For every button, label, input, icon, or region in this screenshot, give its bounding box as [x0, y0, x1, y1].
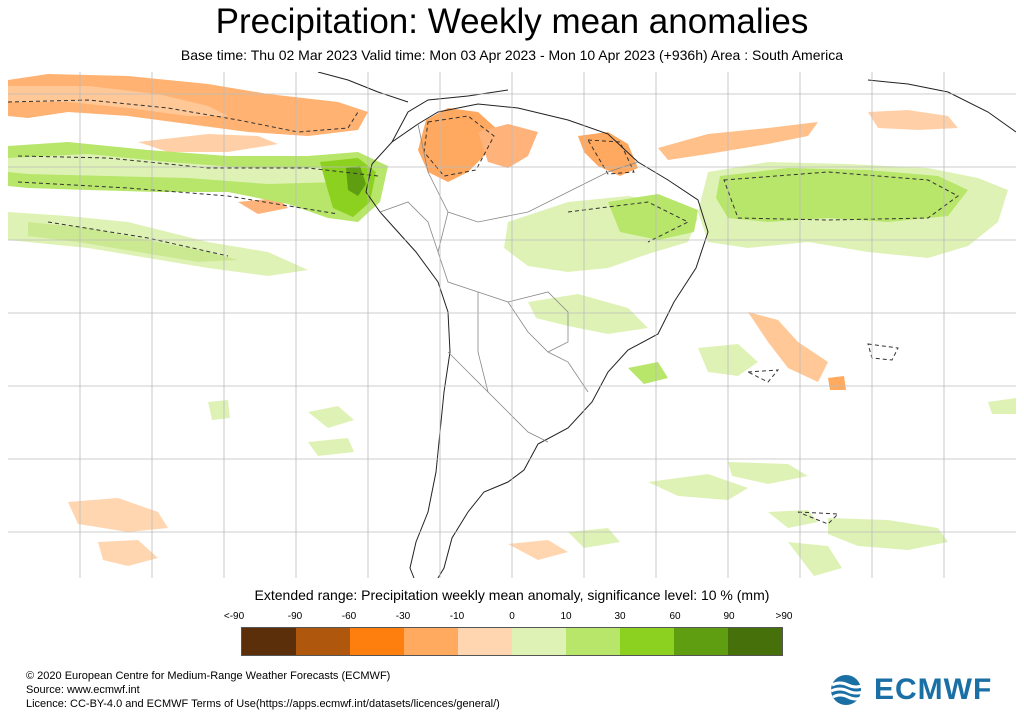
colorbar-segment — [404, 628, 458, 655]
colorbar-segment — [458, 628, 512, 655]
colorbar-tick: -60 — [341, 611, 357, 622]
colorbar-segment — [296, 628, 350, 655]
country-borders — [379, 123, 639, 443]
map-gridlines — [8, 72, 1016, 578]
colorbar-segment — [566, 628, 620, 655]
colorbar-segment — [350, 628, 404, 655]
colorbar-tick: 10 — [560, 611, 572, 622]
colorbar-segment — [512, 628, 566, 655]
precipitation-map — [7, 71, 1017, 579]
colorbar-tick: 0 — [509, 611, 515, 622]
colorbar-tick: -30 — [395, 611, 411, 622]
wet-anomaly-areas — [8, 142, 1016, 576]
colorbar-segment — [674, 628, 728, 655]
colorbar-tick: -10 — [449, 611, 465, 622]
footer: © 2020 European Centre for Medium-Range … — [26, 669, 500, 711]
colorbar-tick: 60 — [669, 611, 681, 622]
colorbar-tick: <-90 — [223, 611, 245, 622]
ecmwf-logo: ECMWF — [828, 672, 992, 708]
colorbar-tick: 90 — [723, 611, 735, 622]
legend-title: Extended range: Precipitation weekly mea… — [254, 587, 770, 603]
colorbar-segment — [620, 628, 674, 655]
colorbar-ticks: <-90 -90 -60 -30 -10 0 10 30 60 90 >90 — [214, 610, 810, 624]
dry-anomaly-areas — [8, 74, 958, 566]
colorbar-segment — [728, 628, 782, 655]
colorbar-tick: 30 — [614, 611, 626, 622]
page-title: Precipitation: Weekly mean anomalies — [215, 2, 809, 41]
colorbar-segment — [242, 628, 296, 655]
licence-text: Licence: CC-BY-4.0 and ECMWF Terms of Us… — [26, 698, 500, 710]
colorbar-tick: >90 — [775, 611, 793, 622]
ecmwf-logo-icon — [830, 675, 867, 705]
colorbar — [241, 627, 783, 656]
copyright-text: © 2020 European Centre for Medium-Range … — [26, 670, 391, 682]
colorbar-tick: -90 — [287, 611, 303, 622]
source-text: Source: www.ecmwf.int — [26, 684, 140, 696]
page-subtitle: Base time: Thu 02 Mar 2023 Valid time: M… — [180, 47, 844, 63]
ecmwf-logo-text: ECMWF — [874, 673, 993, 706]
map-canvas — [7, 71, 1017, 579]
